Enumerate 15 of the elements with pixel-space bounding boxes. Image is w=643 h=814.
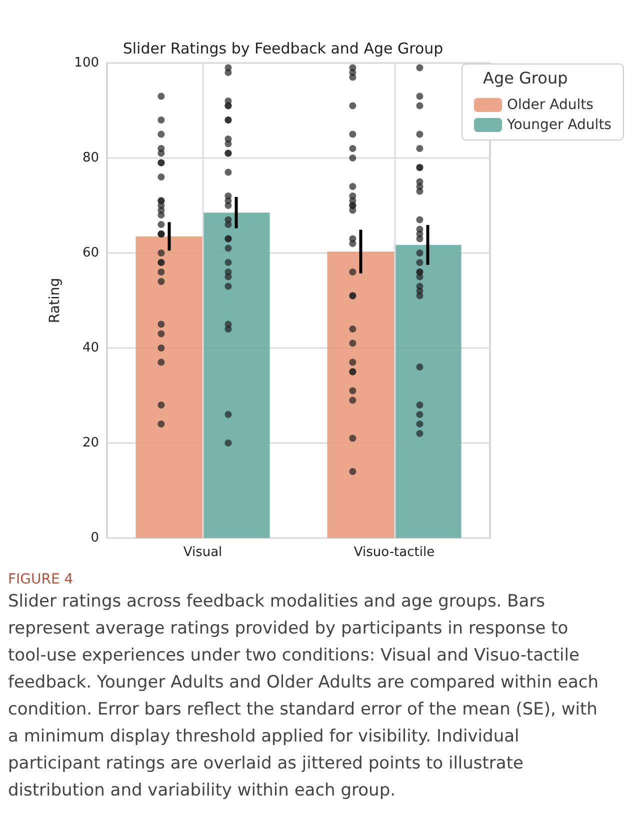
y-tick-label: 20 [82, 436, 99, 450]
y-tick-label: 40 [82, 340, 99, 356]
x-tick-label: Visuo-tactile [354, 545, 435, 560]
chart-title: Slider Ratings by Feedback and Age Group [122, 40, 444, 58]
y-tick-label: 0 [90, 530, 99, 546]
x-tick-label: Visual [183, 545, 222, 560]
caption: FIGURE 4 [8, 572, 74, 588]
y-tick-label: 60 [82, 246, 99, 260]
legend-label: Younger Adults [506, 117, 612, 133]
y-tick-label: 80 [82, 150, 99, 166]
legend-label: Older Adults [507, 97, 594, 113]
text: Slider ratings across feedback modalities and age groups. Bars represent average ratings provided by participants in response to tool-use experiences under two conditions: Visual and Visuo-tactile feedback. Younger Adults and Older Adults are compared within each condition. Error bars reflect the standard error of the mean (SE), with a minimum display threshold applied for visibility. Individual participant ratings are overlaid as jittered points to illustrate distribution and variability within each group. [8, 592, 604, 800]
y-axis-title: Rating [47, 278, 63, 324]
legend-title: Age Group [483, 68, 568, 88]
y-tick-label: 100 [74, 56, 99, 70]
